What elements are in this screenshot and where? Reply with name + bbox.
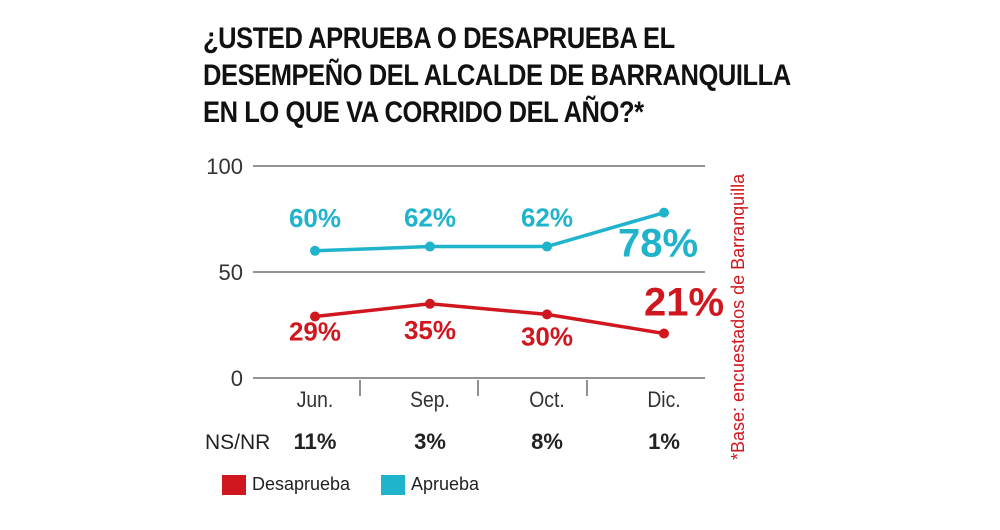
legend-item-aprueba: Aprueba bbox=[381, 474, 479, 495]
data-label: 62% bbox=[521, 203, 573, 233]
data-point bbox=[425, 298, 435, 309]
legend-item-desaprueba: Desaprueba bbox=[222, 474, 350, 495]
x-tick-label: Oct. bbox=[529, 388, 565, 412]
data-label: 60% bbox=[289, 203, 341, 233]
data-point bbox=[659, 207, 669, 218]
data-point bbox=[659, 328, 669, 339]
x-tick-label: Jun. bbox=[297, 388, 334, 412]
x-tick-label: Dic. bbox=[647, 388, 680, 412]
data-point bbox=[310, 245, 320, 256]
legend-swatch bbox=[222, 474, 246, 495]
data-label: 62% bbox=[404, 203, 456, 233]
data-point bbox=[310, 311, 320, 322]
chart-title: ¿USTED APRUEBA O DESAPRUEBA EL DESEMPEÑO… bbox=[203, 20, 791, 131]
data-label: 30% bbox=[521, 321, 573, 351]
legend-label: Aprueba bbox=[411, 474, 480, 494]
data-label: 78% bbox=[618, 222, 698, 266]
y-tick-label: 0 bbox=[231, 366, 243, 391]
nsnr-value: 1% bbox=[648, 429, 680, 454]
x-tick-label: Sep. bbox=[410, 388, 450, 412]
base-note: *Base: encuestados de Barranquilla bbox=[728, 173, 748, 460]
nsnr-value: 8% bbox=[531, 429, 563, 454]
data-label: 21% bbox=[644, 280, 724, 324]
nsnr-value: 3% bbox=[414, 429, 446, 454]
data-point bbox=[542, 309, 552, 320]
data-label: 35% bbox=[404, 315, 456, 345]
title-line: ¿USTED APRUEBA O DESAPRUEBA EL bbox=[203, 22, 675, 55]
data-point bbox=[425, 241, 435, 252]
data-label: 29% bbox=[289, 317, 341, 347]
data-point bbox=[542, 241, 552, 252]
nsnr-value: 11% bbox=[294, 429, 337, 454]
legend-label: Desaprueba bbox=[252, 474, 351, 494]
y-tick-label: 100 bbox=[206, 154, 243, 179]
y-tick-label: 50 bbox=[219, 260, 243, 285]
title-line: DESEMPEÑO DEL ALCALDE DE BARRANQUILLA bbox=[203, 59, 791, 92]
series-line-aprueba bbox=[314, 210, 665, 253]
nsnr-label: NS/NR bbox=[205, 431, 270, 454]
legend-swatch bbox=[381, 474, 405, 495]
series-line-desaprueba bbox=[314, 302, 665, 336]
title-line: EN LO QUE VA CORRIDO DEL AÑO?* bbox=[203, 96, 644, 129]
